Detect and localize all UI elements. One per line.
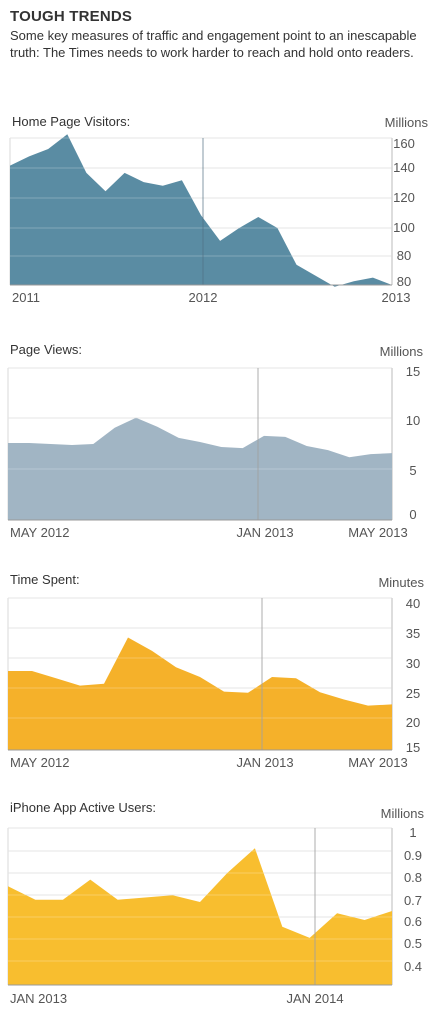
y-tick-label: 40 — [406, 596, 420, 611]
y-tick-label: 160 — [393, 136, 415, 151]
chart-unit-label: Millions — [380, 344, 424, 359]
y-tick-label: 0 — [409, 507, 416, 522]
y-tick-label: 140 — [393, 160, 415, 175]
y-tick-label: 0.5 — [404, 936, 422, 951]
page-subtitle: Some key measures of traffic and engagem… — [10, 28, 417, 60]
y-tick-label: 25 — [406, 686, 420, 701]
y-tick-label: 5 — [409, 463, 416, 478]
y-tick-label: 20 — [406, 715, 420, 730]
area-series — [8, 637, 392, 750]
chart-unit-label: Millions — [385, 115, 429, 130]
x-tick-label: JAN 2013 — [236, 755, 293, 770]
chart-4: iPhone App Active Users: Millions 1 0.9 0.8 0… — [7, 800, 425, 1006]
y-tick-label: 80 — [397, 248, 411, 263]
y-tick-label: 1 — [409, 825, 416, 840]
chart-title: Page Views: — [10, 342, 82, 357]
y-tick-label: 0.7 — [404, 893, 422, 908]
page-title: TOUGH TRENDS — [10, 8, 133, 25]
x-tick-label: 2011 — [12, 290, 40, 305]
y-tick-label: 30 — [406, 656, 420, 671]
y-tick-label: 10 — [406, 413, 420, 428]
y-tick-label: 15 — [406, 740, 420, 755]
header: TOUGH TRENDS Some key measures of traffi… — [10, 8, 426, 61]
area-series — [8, 417, 392, 520]
y-tick-label: 35 — [406, 626, 420, 641]
x-tick-label: MAY 2012 — [10, 755, 70, 770]
area-series — [10, 134, 392, 287]
x-tick-label: MAY 2013 — [348, 525, 408, 540]
x-tick-label: JAN 2014 — [286, 991, 343, 1006]
chart-3: Time Spent: Minutes 40 35 30 25 20 15 MAY 2012 JA… — [7, 572, 424, 770]
y-tick-label: 0.9 — [404, 848, 422, 863]
x-tick-label: MAY 2012 — [10, 525, 70, 540]
chart-2: Page Views: Millions 15 10 5 0 MAY 2012 JAN 201… — [7, 342, 424, 540]
y-tick-label: 15 — [406, 364, 420, 379]
chart-unit-label: Millions — [381, 806, 425, 821]
x-tick-label: JAN 2013 — [236, 525, 293, 540]
y-tick-label: 100 — [393, 220, 415, 235]
y-tick-label: 80 — [397, 274, 411, 289]
chart-1: Home Page Visitors: Millions 160 140 120 100 8… — [9, 114, 429, 305]
area-series — [8, 848, 392, 985]
chart-title: Home Page Visitors: — [12, 114, 130, 129]
y-tick-label: 0.8 — [404, 870, 422, 885]
x-tick-label: 2013 — [382, 290, 411, 305]
y-tick-label: 0.4 — [404, 959, 422, 974]
x-tick-label: JAN 2013 — [10, 991, 67, 1006]
chart-unit-label: Minutes — [378, 575, 424, 590]
chart-title: iPhone App Active Users: — [10, 800, 156, 815]
x-tick-label: MAY 2013 — [348, 755, 408, 770]
y-tick-label: 0.6 — [404, 914, 422, 929]
y-tick-label: 120 — [393, 190, 415, 205]
x-tick-label: 2012 — [189, 290, 218, 305]
chart-title: Time Spent: — [10, 572, 80, 587]
